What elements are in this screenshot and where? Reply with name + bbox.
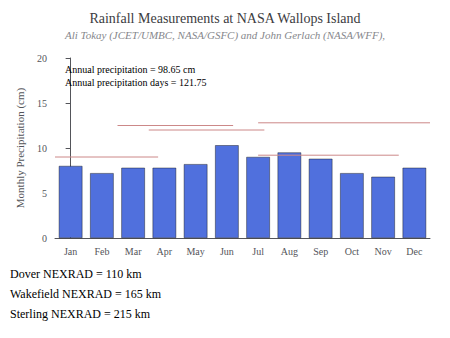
svg-text:Annual precipitation days = 12: Annual precipitation days = 121.75 (65, 77, 206, 88)
svg-text:Nov: Nov (375, 246, 392, 257)
svg-text:Jul: Jul (252, 246, 264, 257)
svg-text:Mar: Mar (125, 246, 142, 257)
svg-text:Apr: Apr (157, 246, 173, 257)
svg-text:5: 5 (42, 188, 47, 199)
svg-text:Sterling NEXRAD = 215 km: Sterling NEXRAD = 215 km (10, 307, 151, 321)
svg-text:Oct: Oct (345, 246, 360, 257)
svg-text:May: May (186, 246, 204, 257)
svg-text:Feb: Feb (94, 246, 109, 257)
svg-text:Ali Tokay (JCET/UMBC, NASA/GSF: Ali Tokay (JCET/UMBC, NASA/GSFC) and Joh… (64, 29, 385, 42)
svg-text:Aug: Aug (281, 246, 298, 257)
svg-text:10: 10 (37, 143, 47, 154)
svg-text:20: 20 (37, 53, 47, 64)
svg-text:Rainfall Measurements at NASA: Rainfall Measurements at NASA Wallops Is… (89, 11, 360, 26)
svg-text:Sep: Sep (313, 246, 328, 257)
svg-text:Jun: Jun (220, 246, 234, 257)
svg-text:Dover NEXRAD = 110 km: Dover NEXRAD = 110 km (10, 267, 142, 281)
svg-text:Monthly Precipitation (cm): Monthly Precipitation (cm) (14, 87, 27, 208)
svg-text:Annual precipitation = 98.65 c: Annual precipitation = 98.65 cm (65, 64, 196, 75)
svg-text:Jan: Jan (64, 246, 77, 257)
svg-text:Dec: Dec (406, 246, 423, 257)
svg-text:Wakefield NEXRAD = 165 km: Wakefield NEXRAD = 165 km (10, 287, 162, 301)
svg-text:15: 15 (37, 98, 47, 109)
svg-text:0: 0 (42, 233, 47, 244)
